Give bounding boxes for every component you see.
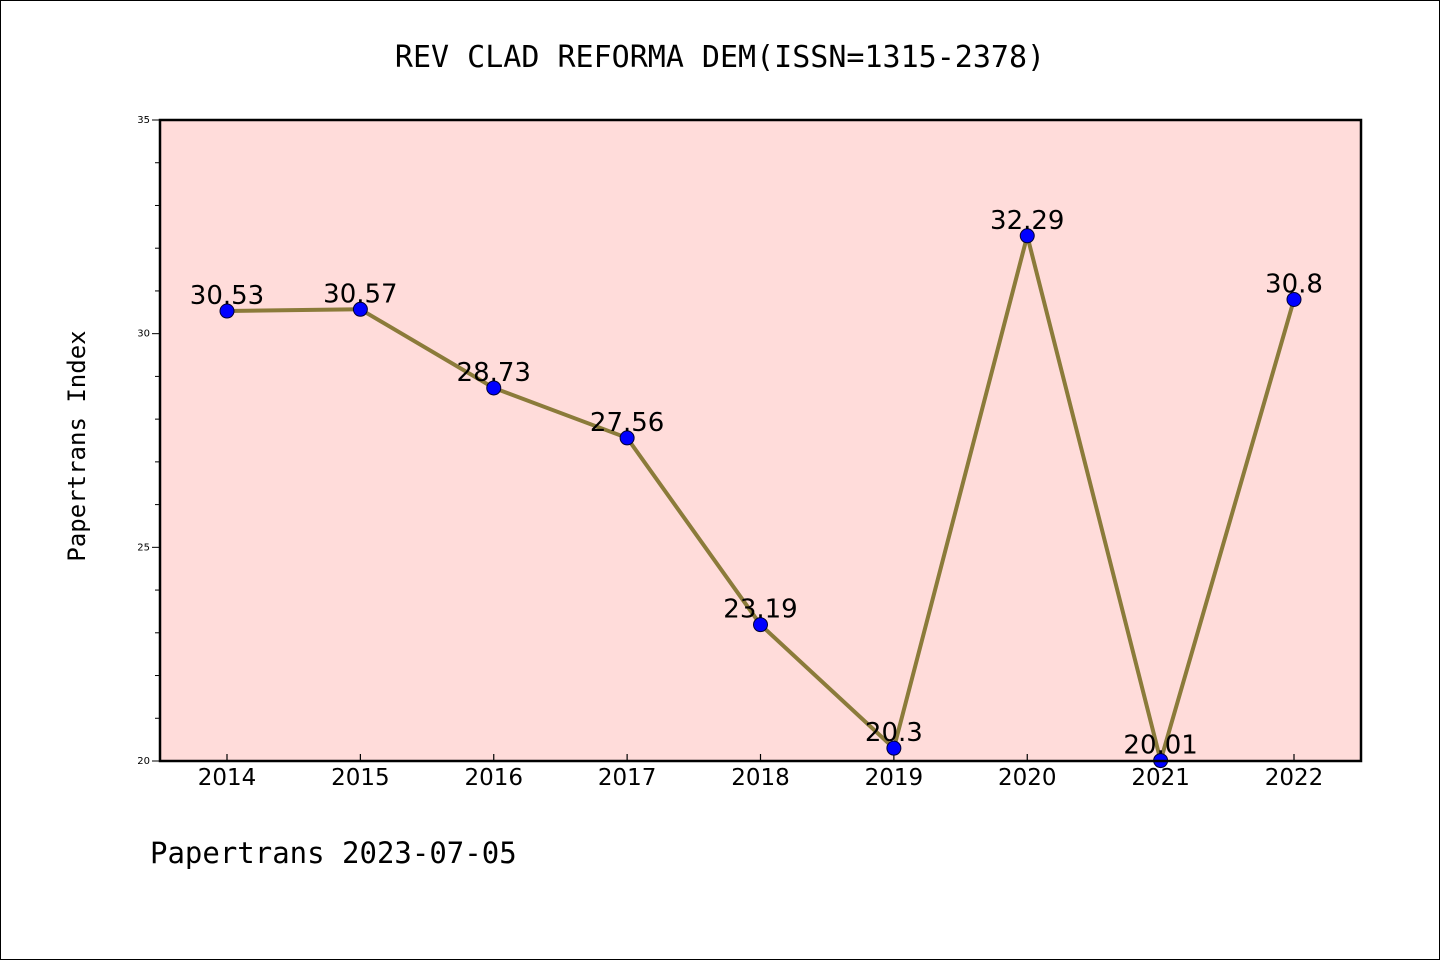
y-tick-label: 20 [137, 756, 150, 767]
data-point [219, 303, 235, 319]
x-tick-label: 2015 [331, 765, 390, 791]
footer-text: Papertrans 2023-07-05 [150, 836, 517, 870]
y-axis-label: Papertrans Index [63, 330, 91, 561]
data-label: 32.29 [990, 206, 1064, 236]
data-point [352, 301, 368, 317]
x-tick-label: 2022 [1265, 765, 1324, 791]
data-label: 20.01 [1123, 731, 1197, 761]
data-label: 30.53 [190, 281, 264, 311]
data-label: 30.8 [1265, 269, 1323, 299]
data-label: 28.73 [457, 358, 531, 388]
data-point [1019, 228, 1035, 244]
data-points [219, 228, 1302, 769]
y-axis: 20 25 30 35 [137, 115, 160, 767]
data-labels: 30.53 30.57 28.73 27.56 23.19 20.3 32.29 20.01 3… [190, 206, 1323, 761]
x-tick-label: 2018 [731, 765, 790, 791]
x-tick-label: 2019 [865, 765, 924, 791]
y-tick-label: 35 [137, 115, 150, 126]
data-label: 30.57 [323, 279, 397, 309]
y-tick-label: 30 [137, 329, 150, 340]
data-point [1286, 291, 1302, 307]
data-point [619, 430, 635, 446]
plot-area [160, 120, 1361, 761]
data-point [486, 380, 502, 396]
data-point [753, 617, 768, 633]
chart-title: REV CLAD REFORMA DEM(ISSN=1315-2378) [395, 40, 1045, 75]
x-axis: 2014 2015 2016 2017 2018 2019 2020 2021 2022 [198, 754, 1324, 791]
data-label: 27.56 [590, 408, 664, 438]
x-tick-label: 2020 [998, 765, 1057, 791]
data-label: 20.3 [865, 718, 923, 748]
x-tick-label: 2021 [1131, 765, 1190, 791]
data-label: 23.19 [723, 595, 797, 625]
y-tick-label: 25 [137, 542, 150, 553]
x-tick-label: 2016 [464, 765, 523, 791]
data-point [886, 740, 902, 756]
x-tick-label: 2014 [198, 765, 257, 791]
plot-border [158, 118, 1363, 763]
x-tick-label: 2017 [598, 765, 657, 791]
